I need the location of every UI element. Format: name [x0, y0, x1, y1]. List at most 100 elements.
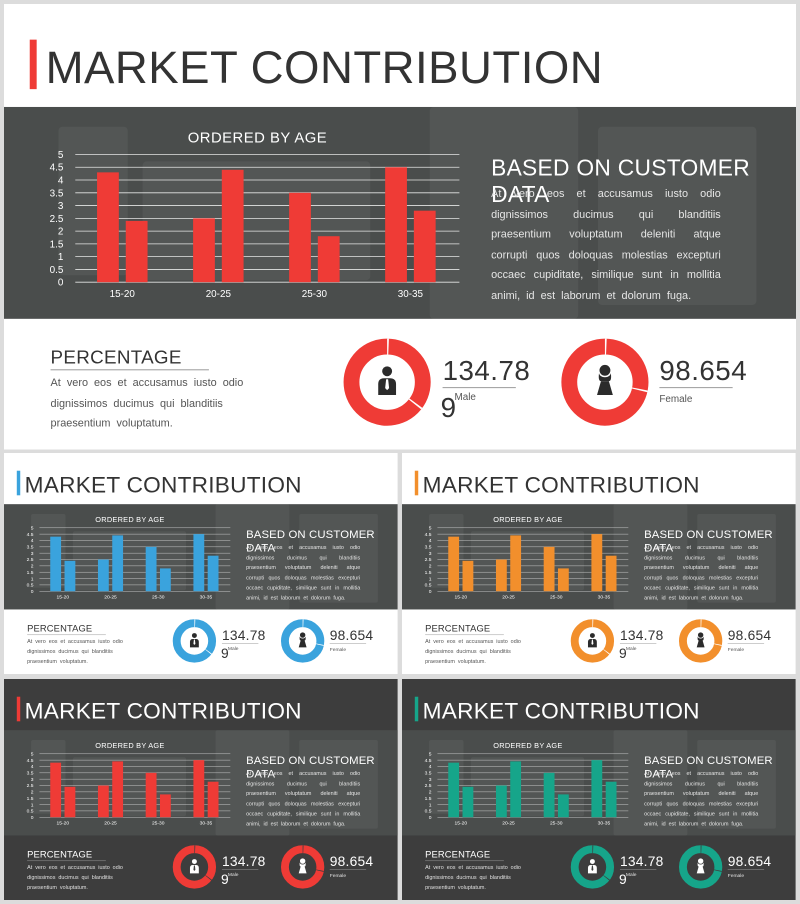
bar-25-30-series2 [159, 568, 171, 592]
male-extra-digit: 9 [618, 645, 627, 662]
male-value: 134.78 [619, 627, 664, 643]
y-tick-label: 2 [31, 564, 34, 570]
percentage-body: At vero eos et accusamus iusto odio dign… [425, 864, 521, 891]
bar-15-20-series2 [462, 560, 474, 592]
x-tick-label: 30-35 [598, 821, 611, 827]
male-extra-digit: 9 [220, 645, 229, 662]
female-value: 98.654 [727, 853, 772, 869]
background-document [613, 504, 688, 610]
bar-15-20-series1 [50, 536, 62, 592]
y-tick-label: 5 [31, 526, 34, 532]
background-document [697, 514, 776, 603]
male-extra-digit: 9 [440, 392, 457, 423]
female-label: Female [727, 646, 745, 653]
y-tick-label: 1 [429, 802, 432, 808]
female-value: 98.654 [329, 627, 374, 643]
bar-15-20-series2 [64, 786, 76, 818]
age-bar-chart: ORDERED BY AGE 00.511.522.533.544.55 15-… [425, 741, 629, 827]
chart-title: ORDERED BY AGE [188, 131, 327, 147]
slide-thumbnail-teal[interactable]: MARKET CONTRIBUTION ORDERED BY AGE 0 0.5 1… [402, 679, 796, 901]
chart-band: ORDERED BY AGE 0 0.5 1 1.5 2 2.5 3 3.5 4 4.5 5 15-… [4, 106, 796, 319]
y-tick-label: 5 [58, 150, 64, 161]
female-donut-chart [561, 338, 649, 426]
customer-data-heading: BASED ON CUSTOMER DATA [491, 154, 751, 207]
slide-thumbnail-red-white[interactable]: MARKET CONTRIBUTION ORDERED BY AGE 0 0.5 1… [4, 4, 796, 450]
y-tick-label: 2.5 [425, 557, 432, 563]
customer-data-heading: BASED ON CUSTOMER DATA [644, 527, 773, 554]
x-tick-label: 20-25 [502, 821, 515, 827]
customer-data-body: At vero eos et accusamus iusto odio dign… [246, 544, 361, 601]
title-accent-bar [414, 696, 419, 722]
y-tick-label: 3.5 [50, 188, 64, 199]
female-donut-chart [280, 845, 325, 889]
y-tick-label: 5 [429, 526, 432, 532]
bar-25-30-series1 [145, 546, 157, 592]
slide-thumbnail-red-dark[interactable]: MARKET CONTRIBUTION ORDERED BY AGE 0 0.5 1… [4, 679, 398, 901]
x-tick-label: 25-30 [550, 595, 563, 601]
age-bar-chart: ORDERED BY AGE 00.511.522.533.544.55 15-… [27, 741, 231, 827]
y-tick-label: 1 [58, 252, 64, 263]
male-extra-digit: 9 [618, 871, 627, 888]
slide-thumbnail-blue[interactable]: MARKET CONTRIBUTION ORDERED BY AGE 0 0.5 1… [4, 453, 398, 675]
percentage-heading: PERCENTAGE [425, 623, 491, 635]
y-tick-label: 2.5 [27, 783, 34, 789]
customer-data-heading: BASED ON CUSTOMER DATA [644, 753, 773, 780]
x-tick-label: 20-25 [502, 595, 515, 601]
bar-15-20-series1 [448, 762, 460, 818]
bar-25-30-series1 [289, 192, 311, 283]
y-tick-label: 2.5 [27, 557, 34, 563]
male-label: Male [625, 645, 637, 652]
bar-15-20-series1 [50, 762, 62, 818]
woman-icon [696, 858, 705, 874]
chart-title: ORDERED BY AGE [95, 515, 164, 524]
y-tick-label: 1 [429, 576, 432, 582]
background-document [598, 126, 757, 305]
title-accent-bar [16, 696, 21, 722]
male-label: Male [227, 645, 239, 652]
x-tick-label: 20-25 [104, 595, 117, 601]
bar-15-20-series2 [125, 220, 148, 283]
bar-30-35-series1 [591, 534, 603, 592]
male-donut-chart [172, 619, 217, 663]
y-tick-label: 1.5 [27, 796, 34, 802]
y-tick-label: 0 [31, 589, 34, 595]
title-accent-bar [16, 470, 21, 496]
x-tick-label: 15-20 [57, 821, 70, 827]
y-tick-label: 0.5 [425, 809, 432, 815]
y-tick-label: 3 [31, 551, 34, 557]
bar-30-35-series2 [605, 555, 617, 592]
y-tick-label: 0.5 [27, 809, 34, 815]
bar-25-30-series1 [543, 546, 555, 592]
y-tick-label: 2 [31, 790, 34, 796]
y-tick-label: 1 [31, 802, 34, 808]
bar-25-30-series1 [145, 772, 157, 818]
woman-icon [597, 364, 613, 396]
slide-thumbnail-orange[interactable]: MARKET CONTRIBUTION ORDERED BY AGE 0 0.5 1… [402, 453, 796, 675]
x-tick-label: 15-20 [455, 821, 468, 827]
slide-title: MARKET CONTRIBUTION [24, 471, 302, 498]
percentage-heading: PERCENTAGE [27, 623, 93, 635]
chart-band: ORDERED BY AGE 0 0.5 1 1.5 2 2.5 3 3.5 4 4.5 5 15-… [402, 504, 796, 610]
customer-data-body: At vero eos et accusamus iusto odio dign… [246, 770, 361, 827]
y-tick-label: 2 [58, 227, 64, 238]
percentage-underline [50, 369, 209, 371]
female-value: 98.654 [329, 853, 374, 869]
age-bar-chart: ORDERED BY AGE 00.511.522.533.544.55 15-… [425, 515, 629, 601]
female-label: Female [727, 872, 745, 879]
x-tick-label: 30-35 [398, 289, 424, 300]
y-tick-label: 3.5 [27, 545, 34, 551]
age-bar-chart: ORDERED BY AGE 00.511.522.533.544.55 15-… [50, 131, 460, 300]
y-tick-label: 0.5 [27, 583, 34, 589]
male-value: 134.78 [221, 627, 266, 643]
businessman-icon [189, 633, 199, 648]
y-tick-label: 3 [429, 551, 432, 557]
title-accent-bar [414, 470, 419, 496]
background-document [429, 106, 579, 319]
male-label: Male [227, 871, 239, 878]
female-value: 98.654 [659, 355, 748, 387]
customer-data-heading: BASED ON CUSTOMER DATA [246, 527, 375, 554]
age-bar-chart: ORDERED BY AGE 00.511.522.533.544.55 15-… [27, 515, 231, 601]
percentage-heading: PERCENTAGE [425, 849, 491, 861]
male-extra-digit: 9 [220, 871, 229, 888]
y-tick-label: 4 [58, 175, 64, 186]
